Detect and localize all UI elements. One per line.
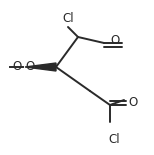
Text: O: O [110, 35, 119, 47]
Text: O: O [25, 60, 34, 73]
Text: Cl: Cl [62, 12, 74, 25]
Text: O: O [128, 97, 137, 109]
Text: Cl: Cl [108, 133, 120, 146]
Text: O: O [13, 60, 22, 73]
Polygon shape [25, 63, 56, 71]
